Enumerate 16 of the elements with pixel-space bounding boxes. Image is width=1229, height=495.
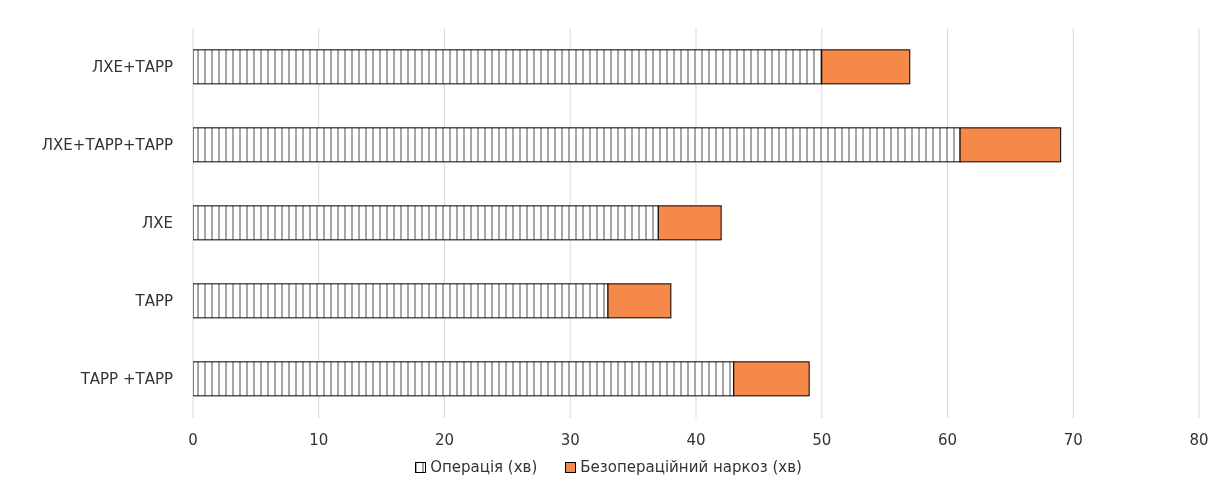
x-tick-label: 80 bbox=[1189, 430, 1209, 449]
legend-label: Безопераційний наркоз (хв) bbox=[579, 458, 802, 476]
x-tick-label: 30 bbox=[560, 430, 580, 449]
x-tick-label: 40 bbox=[686, 430, 706, 449]
y-tick-label: ЛХЕ bbox=[141, 214, 173, 233]
x-tick-label: 70 bbox=[1063, 430, 1083, 449]
y-tick-label: ТАРР +ТАРР bbox=[79, 370, 173, 389]
y-tick-label: ЛХЕ+ТАРР+ТАРР bbox=[41, 136, 173, 155]
x-tick-label: 0 bbox=[188, 430, 198, 449]
x-tick-label: 10 bbox=[309, 430, 329, 449]
x-tick-label: 50 bbox=[812, 430, 832, 449]
legend-label: Операція (хв) bbox=[429, 458, 538, 476]
x-tick-label: 20 bbox=[434, 430, 455, 449]
x-tick-label: 60 bbox=[937, 430, 958, 449]
y-tick-label: ЛХЕ+ТАРР bbox=[91, 58, 173, 77]
y-tick-label: ТАРР bbox=[134, 292, 173, 311]
